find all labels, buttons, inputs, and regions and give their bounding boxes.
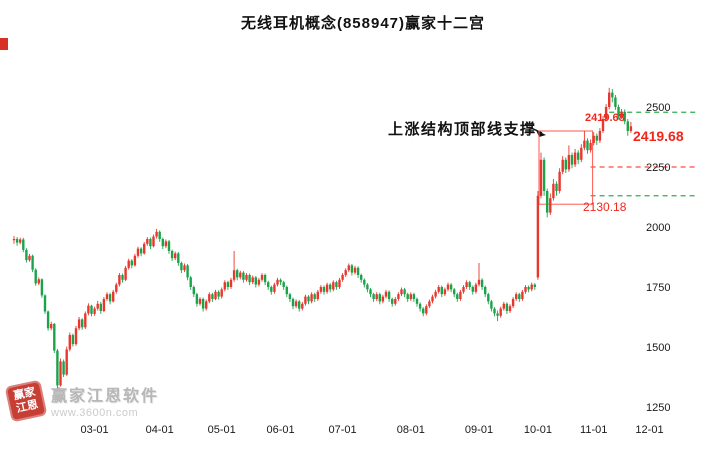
svg-text:1750: 1750	[646, 282, 670, 294]
watermark-brand: 赢家江恩软件	[51, 388, 160, 405]
svg-text:1500: 1500	[646, 342, 670, 354]
level-lines	[590, 111, 698, 197]
svg-text:1250: 1250	[646, 402, 670, 414]
structure-box	[538, 130, 594, 205]
svg-text:04-01: 04-01	[146, 424, 174, 436]
brand-seal-icon: 赢家 江恩	[4, 379, 48, 422]
svg-text:05-01: 05-01	[208, 424, 236, 436]
svg-text:03-01: 03-01	[81, 424, 109, 436]
svg-text:08-01: 08-01	[397, 424, 425, 436]
svg-text:2000: 2000	[646, 222, 670, 234]
svg-text:11-01: 11-01	[580, 424, 607, 436]
watermark-url: www.3600n.com	[51, 407, 139, 419]
svg-text:09-01: 09-01	[465, 424, 493, 436]
svg-text:10-01: 10-01	[524, 424, 552, 436]
current-price-label: 2419.68	[633, 128, 684, 144]
candles	[12, 87, 633, 391]
svg-text:07-01: 07-01	[329, 424, 357, 436]
svg-text:2500: 2500	[646, 102, 670, 114]
watermark: 赢家 江恩 赢家江恩软件 www.3600n.com	[4, 379, 160, 422]
peak-price-label: 2419.68	[585, 112, 625, 124]
support-level-label: 2130.18	[583, 200, 627, 214]
axis-labels: 2500 2250 2000 1750 1500 1250 03-01 04-01 05-01 0…	[81, 102, 671, 436]
corner-mark	[0, 38, 8, 50]
page-title: 无线耳机概念(858947)赢家十二宫	[240, 15, 486, 32]
svg-text:2250: 2250	[646, 162, 670, 174]
svg-text:12-01: 12-01	[635, 424, 663, 436]
support-annotation: 上涨结构顶部线支撑	[388, 121, 537, 138]
svg-text:06-01: 06-01	[267, 424, 295, 436]
